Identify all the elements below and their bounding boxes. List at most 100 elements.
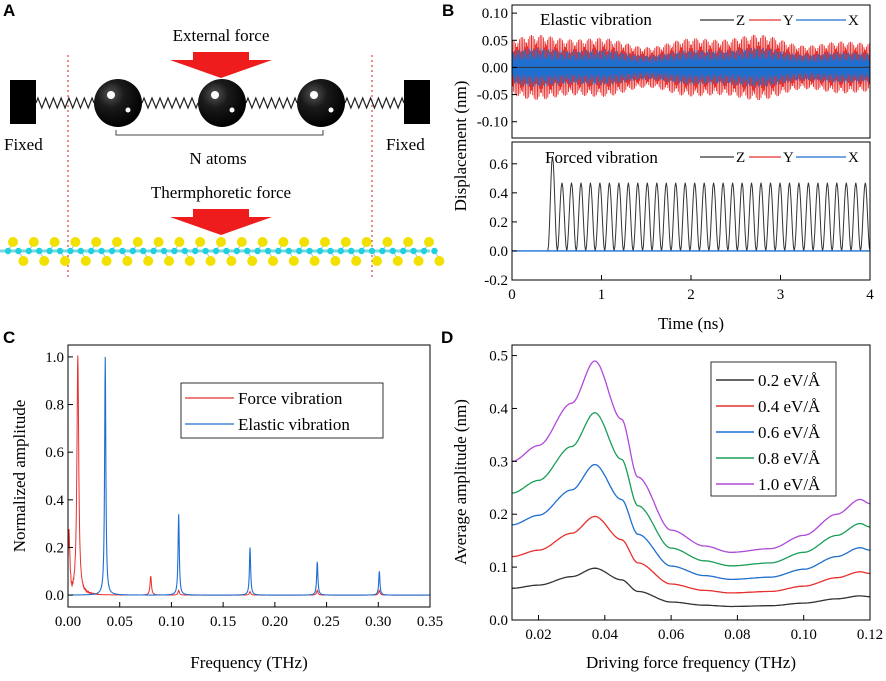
y-tick-label: 0.6	[45, 445, 64, 461]
x-tick-label: 0.15	[210, 614, 236, 630]
panel-a-schematic: A External force Fixed Fixed N atoms The…	[0, 1, 445, 278]
metal-atom	[275, 247, 282, 255]
thermophoretic-force-arrow	[170, 209, 272, 235]
panel-b-displacement: B Displacement (nm) 0.100.050.00-0.05-0.…	[442, 1, 874, 333]
spring-middle-2	[245, 96, 298, 110]
metal-atom	[337, 247, 344, 255]
metal-atom	[254, 247, 261, 255]
sulfur-atom	[320, 237, 330, 247]
sulfur-atom	[403, 237, 414, 247]
y-tick-label: 0.4	[489, 401, 508, 417]
series-1-ev	[512, 360, 870, 553]
sulfur-atom	[143, 256, 154, 266]
y-tick-label: -0.05	[477, 88, 508, 104]
sulfur-atom	[28, 237, 39, 247]
sulfur-atom	[39, 256, 50, 266]
metal-atom	[25, 247, 32, 255]
b-bottom-legend: Z Y X	[700, 150, 859, 166]
metal-atom	[389, 247, 396, 255]
y-tick-label: 0.5	[489, 349, 508, 365]
metal-atom	[160, 247, 168, 255]
metal-atom	[233, 247, 240, 255]
fixed-wall-left	[10, 80, 36, 124]
x-tick-label: 3	[777, 287, 785, 303]
sulfur-atom	[351, 256, 362, 266]
metal-atom	[56, 247, 64, 255]
sulfur-atom	[392, 256, 403, 266]
metal-atom	[150, 247, 157, 255]
metal-atom	[119, 247, 126, 255]
sulfur-atom	[257, 237, 268, 247]
sulfur-atom	[413, 256, 424, 266]
metal-atom	[129, 247, 136, 255]
panel-d-label: D	[441, 328, 453, 347]
metal-atom	[181, 247, 188, 255]
x-tick-label: 0.08	[724, 627, 750, 643]
legend-entry: 0.4 eV/Å	[758, 397, 821, 416]
y-tick-label: 0.8	[45, 398, 64, 414]
panel-c-spectrum: C 0.00 0.05 0.10 0.15 0.20 0.25 0.30 0.35 0.0 0.2…	[3, 328, 443, 672]
n-atoms-label: N atoms	[189, 149, 246, 168]
x-tick-label: 0.00	[55, 614, 81, 630]
y-tick-label: 0.4	[45, 493, 64, 509]
b-top-frame	[511, 4, 871, 139]
sulfur-atom	[60, 256, 70, 266]
series-elastic-vibration	[68, 356, 430, 596]
series-z-forced	[512, 156, 870, 252]
legend-entry: 0.8 eV/Å	[758, 449, 821, 468]
y-tick-label: 0.0	[45, 588, 64, 604]
x-tick-label: 0	[508, 287, 516, 303]
c-xlabel: Frequency (THz)	[190, 653, 308, 672]
series-x-elastic	[512, 47, 870, 88]
sulfur-atom	[132, 237, 143, 247]
metal-atom	[316, 247, 324, 255]
sulfur-atom	[70, 237, 81, 247]
metal-atom	[140, 247, 147, 255]
metal-atom	[400, 247, 407, 255]
d-ylabel: Average amplitude (nm)	[451, 399, 470, 565]
metal-atom	[223, 247, 230, 255]
y-tick-label: 0.1	[489, 560, 508, 576]
series-y-elastic	[512, 34, 870, 101]
series-0.2-ev	[512, 567, 870, 608]
y-tick-label: 0.3	[489, 454, 508, 470]
sulfur-atom	[309, 256, 320, 266]
metal-atom	[306, 247, 313, 255]
spring-middle-1	[141, 96, 199, 110]
x-tick-label: 1	[598, 287, 606, 303]
series-0.8-ev	[512, 412, 870, 567]
metal-atom	[98, 247, 105, 255]
series-0.4-ev	[512, 515, 870, 594]
metal-atom	[108, 247, 116, 255]
metal-atom	[431, 247, 438, 255]
sulfur-atom	[91, 237, 102, 247]
metal-atom	[410, 247, 417, 255]
y-tick-label: 0.6	[489, 157, 508, 173]
metal-atom	[192, 247, 199, 255]
fixed-right-label: Fixed	[386, 135, 425, 154]
x-tick-label: 0.25	[313, 614, 339, 630]
sulfur-atom	[80, 256, 91, 266]
external-force-arrow	[170, 52, 272, 78]
sulfur-atom	[226, 256, 237, 266]
legend-z: Z	[736, 13, 745, 29]
x-tick-label: 0.10	[791, 627, 817, 643]
d-legend: 0.2 eV/Å 0.4 eV/Å 0.6 eV/Å 0.8 eV/Å 1.0 eV/Å	[710, 361, 837, 497]
x-tick-label: 0.10	[158, 614, 184, 630]
metal-atom	[46, 247, 53, 255]
b-top-title: Elastic vibration	[540, 10, 652, 29]
metal-atom	[358, 247, 365, 255]
series-0.6-ev	[512, 463, 870, 581]
fixed-left-label: Fixed	[4, 135, 43, 154]
panel-d-amplitude: D 0.02 0.04 0.06 0.08 0.10 0.12 0.0 0.1 0.2 0.3 0.…	[441, 328, 883, 672]
y-tick-label: 0.2	[489, 215, 508, 231]
y-tick-label: 0.0	[489, 613, 508, 629]
metal-atom	[4, 247, 12, 255]
panel-a-label: A	[3, 1, 15, 20]
b-bottom-title: Forced vibration	[545, 148, 658, 167]
fixed-wall-right	[404, 80, 430, 124]
metal-atom	[379, 247, 386, 255]
legend-force-vibration: Force vibration	[238, 389, 343, 408]
d-legend-box	[710, 361, 837, 497]
c-legend: Force vibration Elastic vibration	[180, 382, 384, 439]
